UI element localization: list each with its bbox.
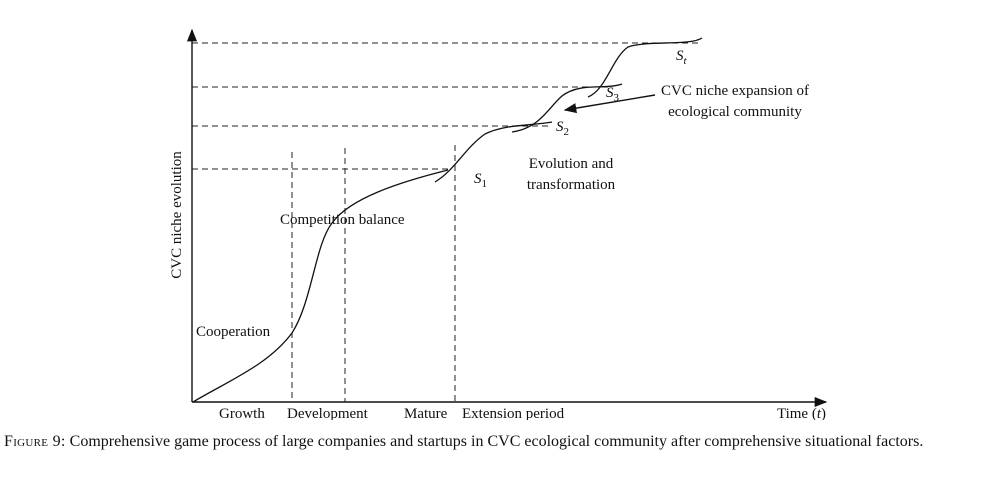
- annotation-competition-balance: Competition balance: [280, 212, 405, 228]
- annotation-expansion-line1: CVC niche expansion of: [661, 83, 809, 99]
- phase-label-development: Development: [287, 406, 369, 420]
- caption-label: Figure 9:: [4, 433, 66, 450]
- phase-label-extension: Extension period: [462, 406, 565, 420]
- annotation-cooperation: Cooperation: [196, 324, 271, 340]
- figure-diagram: S1 S2 S3 St Cooperation Competition bala…: [169, 28, 828, 420]
- caption-text: Comprehensive game process of large comp…: [69, 433, 924, 450]
- stage-curve-s1: [434, 121, 553, 183]
- phase-label-growth: Growth: [219, 406, 265, 420]
- expansion-arrow: [563, 94, 656, 114]
- point-label-s2: S2: [556, 119, 569, 138]
- stage-curve-s2: [511, 83, 623, 133]
- phase-label-mature: Mature: [404, 406, 448, 420]
- annotation-expansion-line2: ecological community: [668, 104, 802, 120]
- figure-caption: Figure 9: Comprehensive game process of …: [4, 432, 999, 452]
- y-axis-label: CVC niche evolution: [169, 151, 185, 279]
- point-label-st: St: [676, 48, 688, 67]
- annotation-evolution-line1: Evolution and: [529, 156, 614, 172]
- evolution-curve: [192, 169, 449, 403]
- point-label-s3: S3: [606, 85, 620, 104]
- annotation-evolution-line2: transformation: [527, 177, 616, 193]
- x-axis-label: Time (t): [777, 406, 826, 420]
- stage-curve-s3: [587, 37, 703, 98]
- point-label-s1: S1: [474, 171, 487, 190]
